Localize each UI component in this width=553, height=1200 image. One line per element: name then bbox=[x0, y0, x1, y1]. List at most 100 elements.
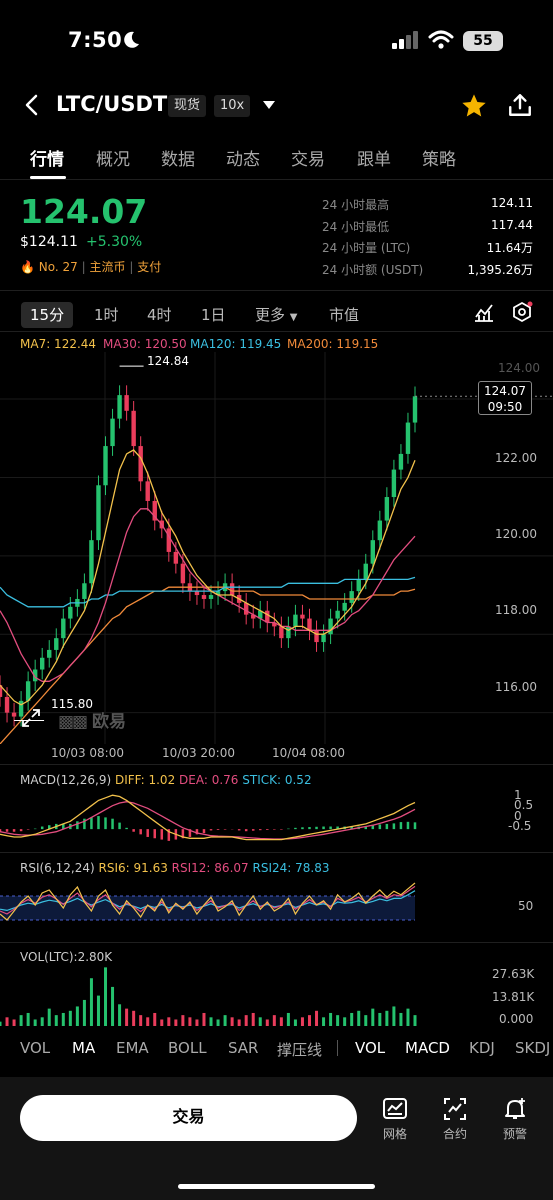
macd-diff-line bbox=[0, 794, 416, 841]
usd-price: $124.11 bbox=[20, 234, 78, 250]
trade-button[interactable]: 交易 bbox=[20, 1095, 357, 1141]
volume-bar bbox=[329, 1012, 333, 1026]
indicator-tab-boll[interactable]: BOLL bbox=[168, 1039, 207, 1057]
candle-body bbox=[307, 618, 312, 631]
tab-data[interactable]: 数据 bbox=[161, 150, 195, 170]
contract-button[interactable]: 合约 bbox=[430, 1096, 480, 1142]
candle-body bbox=[412, 396, 418, 423]
candle-body bbox=[300, 614, 305, 619]
last-price: 124.07 bbox=[20, 192, 148, 231]
low-marker-label: 115.80 bbox=[51, 697, 93, 711]
y-tick-label: 122.00 bbox=[495, 451, 537, 465]
volume-bar bbox=[307, 1015, 311, 1026]
macd-dea-value: DEA: 0.76 bbox=[179, 773, 239, 787]
fullscreen-icon[interactable] bbox=[20, 707, 42, 729]
y-tick-label: 118.00 bbox=[495, 603, 537, 617]
candle-body bbox=[194, 591, 200, 596]
volume-bar bbox=[364, 1015, 368, 1026]
back-arrow-icon[interactable] bbox=[22, 94, 42, 116]
indicator-tab-macd[interactable]: MACD bbox=[405, 1039, 450, 1057]
timeframe-1d[interactable]: 1日 bbox=[201, 306, 226, 324]
category-tag-mainstream[interactable]: 主流币 bbox=[89, 260, 126, 274]
volume-bar bbox=[167, 1017, 171, 1026]
volume-bar bbox=[12, 1019, 16, 1026]
candle-body bbox=[321, 634, 326, 643]
chart-settings-icon[interactable] bbox=[511, 301, 533, 323]
more-caret-icon: ▼ bbox=[289, 312, 298, 323]
volume-bar bbox=[160, 1019, 164, 1026]
pair-dropdown-icon[interactable] bbox=[262, 100, 276, 110]
high-marker-label: 124.84 bbox=[147, 354, 189, 368]
trading-pair-title[interactable]: LTC/USDT bbox=[56, 92, 168, 116]
macd-chart[interactable] bbox=[0, 790, 553, 850]
favorite-star-icon[interactable] bbox=[460, 92, 488, 120]
volume-chart[interactable] bbox=[0, 966, 553, 1026]
macd-stick-value: STICK: 0.52 bbox=[242, 773, 312, 787]
volume-bar bbox=[33, 1019, 37, 1026]
indicator-tab-skdj[interactable]: SKDJ bbox=[515, 1039, 551, 1057]
volume-bar bbox=[47, 1008, 51, 1026]
price-chart[interactable] bbox=[0, 352, 553, 744]
stat-label-24h-low: 24 小时最低 bbox=[322, 220, 390, 234]
share-icon[interactable] bbox=[507, 92, 533, 118]
tab-overview[interactable]: 概况 bbox=[96, 150, 130, 170]
volume-bar bbox=[153, 1012, 157, 1026]
volume-bar bbox=[89, 978, 93, 1026]
battery-indicator: 55 bbox=[463, 31, 503, 51]
rsi-chart[interactable] bbox=[0, 878, 553, 938]
volume-bar bbox=[0, 1021, 2, 1026]
timeframe-15m[interactable]: 15分 bbox=[21, 302, 74, 328]
category-tag-payment[interactable]: 支付 bbox=[137, 260, 162, 274]
candle-body bbox=[293, 614, 298, 627]
indicator-tab-support-resistance[interactable]: 撑压线 bbox=[277, 1041, 323, 1059]
timeframe-1h[interactable]: 1时 bbox=[94, 306, 119, 324]
volume-bar bbox=[357, 1010, 361, 1026]
cellular-signal-icon bbox=[392, 31, 418, 49]
tab-strategy[interactable]: 策略 bbox=[422, 150, 456, 170]
current-price-tag: 124.07 09:50 bbox=[478, 381, 532, 415]
candle-body bbox=[166, 528, 172, 552]
market-cap-toggle[interactable]: 市值 bbox=[329, 306, 360, 324]
ma7-legend: MA7: 122.44 bbox=[20, 337, 97, 351]
indicator-tab-ma[interactable]: MA bbox=[72, 1039, 96, 1057]
indicator-tab-vol-sub[interactable]: VOL bbox=[355, 1039, 386, 1057]
volume-bar bbox=[244, 1015, 248, 1026]
stat-label-24h-high: 24 小时最高 bbox=[322, 198, 390, 212]
volume-bar bbox=[75, 1006, 79, 1026]
candle-body bbox=[215, 591, 221, 596]
timeframe-more-dropdown[interactable]: 更多 ▼ bbox=[255, 302, 298, 328]
indicator-tab-kdj[interactable]: KDJ bbox=[469, 1039, 495, 1057]
rsi24-line bbox=[0, 890, 416, 912]
candle-body bbox=[180, 563, 186, 584]
tab-trade[interactable]: 交易 bbox=[291, 150, 325, 170]
candle-body bbox=[243, 602, 249, 615]
indicator-tab-vol-main[interactable]: VOL bbox=[20, 1039, 51, 1057]
volume-bar bbox=[286, 1012, 290, 1026]
macd-y-tick: 0.5 bbox=[514, 798, 534, 812]
grid-bot-button[interactable]: 网格 bbox=[370, 1096, 420, 1142]
candle-body bbox=[265, 610, 270, 623]
volume-bar bbox=[315, 1010, 319, 1026]
volume-y-tick: 27.63K bbox=[492, 967, 535, 981]
y-tick-label: 116.00 bbox=[495, 680, 537, 694]
y-tick-label: 120.00 bbox=[495, 527, 537, 541]
candle-body bbox=[349, 591, 354, 603]
candle-body bbox=[272, 622, 277, 627]
volume-bar bbox=[19, 1015, 23, 1026]
indicator-tab-sar[interactable]: SAR bbox=[228, 1039, 259, 1057]
macd-dea-line bbox=[0, 801, 416, 840]
macd-diff-value: DIFF: 1.02 bbox=[114, 773, 176, 787]
candle-body bbox=[173, 551, 179, 564]
indicator-tab-ema[interactable]: EMA bbox=[116, 1039, 149, 1057]
volume-bar bbox=[61, 1012, 65, 1026]
tab-market[interactable]: 行情 bbox=[30, 150, 64, 170]
volume-bar bbox=[216, 1019, 220, 1026]
candle-body bbox=[384, 497, 390, 521]
tab-news[interactable]: 动态 bbox=[226, 150, 260, 170]
timeframe-4h[interactable]: 4时 bbox=[147, 306, 172, 324]
price-alert-button[interactable]: 预警 bbox=[490, 1096, 540, 1142]
y-tick-label: 124.00 bbox=[498, 361, 540, 375]
indicator-chart-icon[interactable] bbox=[473, 302, 495, 322]
candle-body bbox=[25, 681, 31, 701]
tab-copy-trading[interactable]: 跟单 bbox=[357, 150, 391, 170]
